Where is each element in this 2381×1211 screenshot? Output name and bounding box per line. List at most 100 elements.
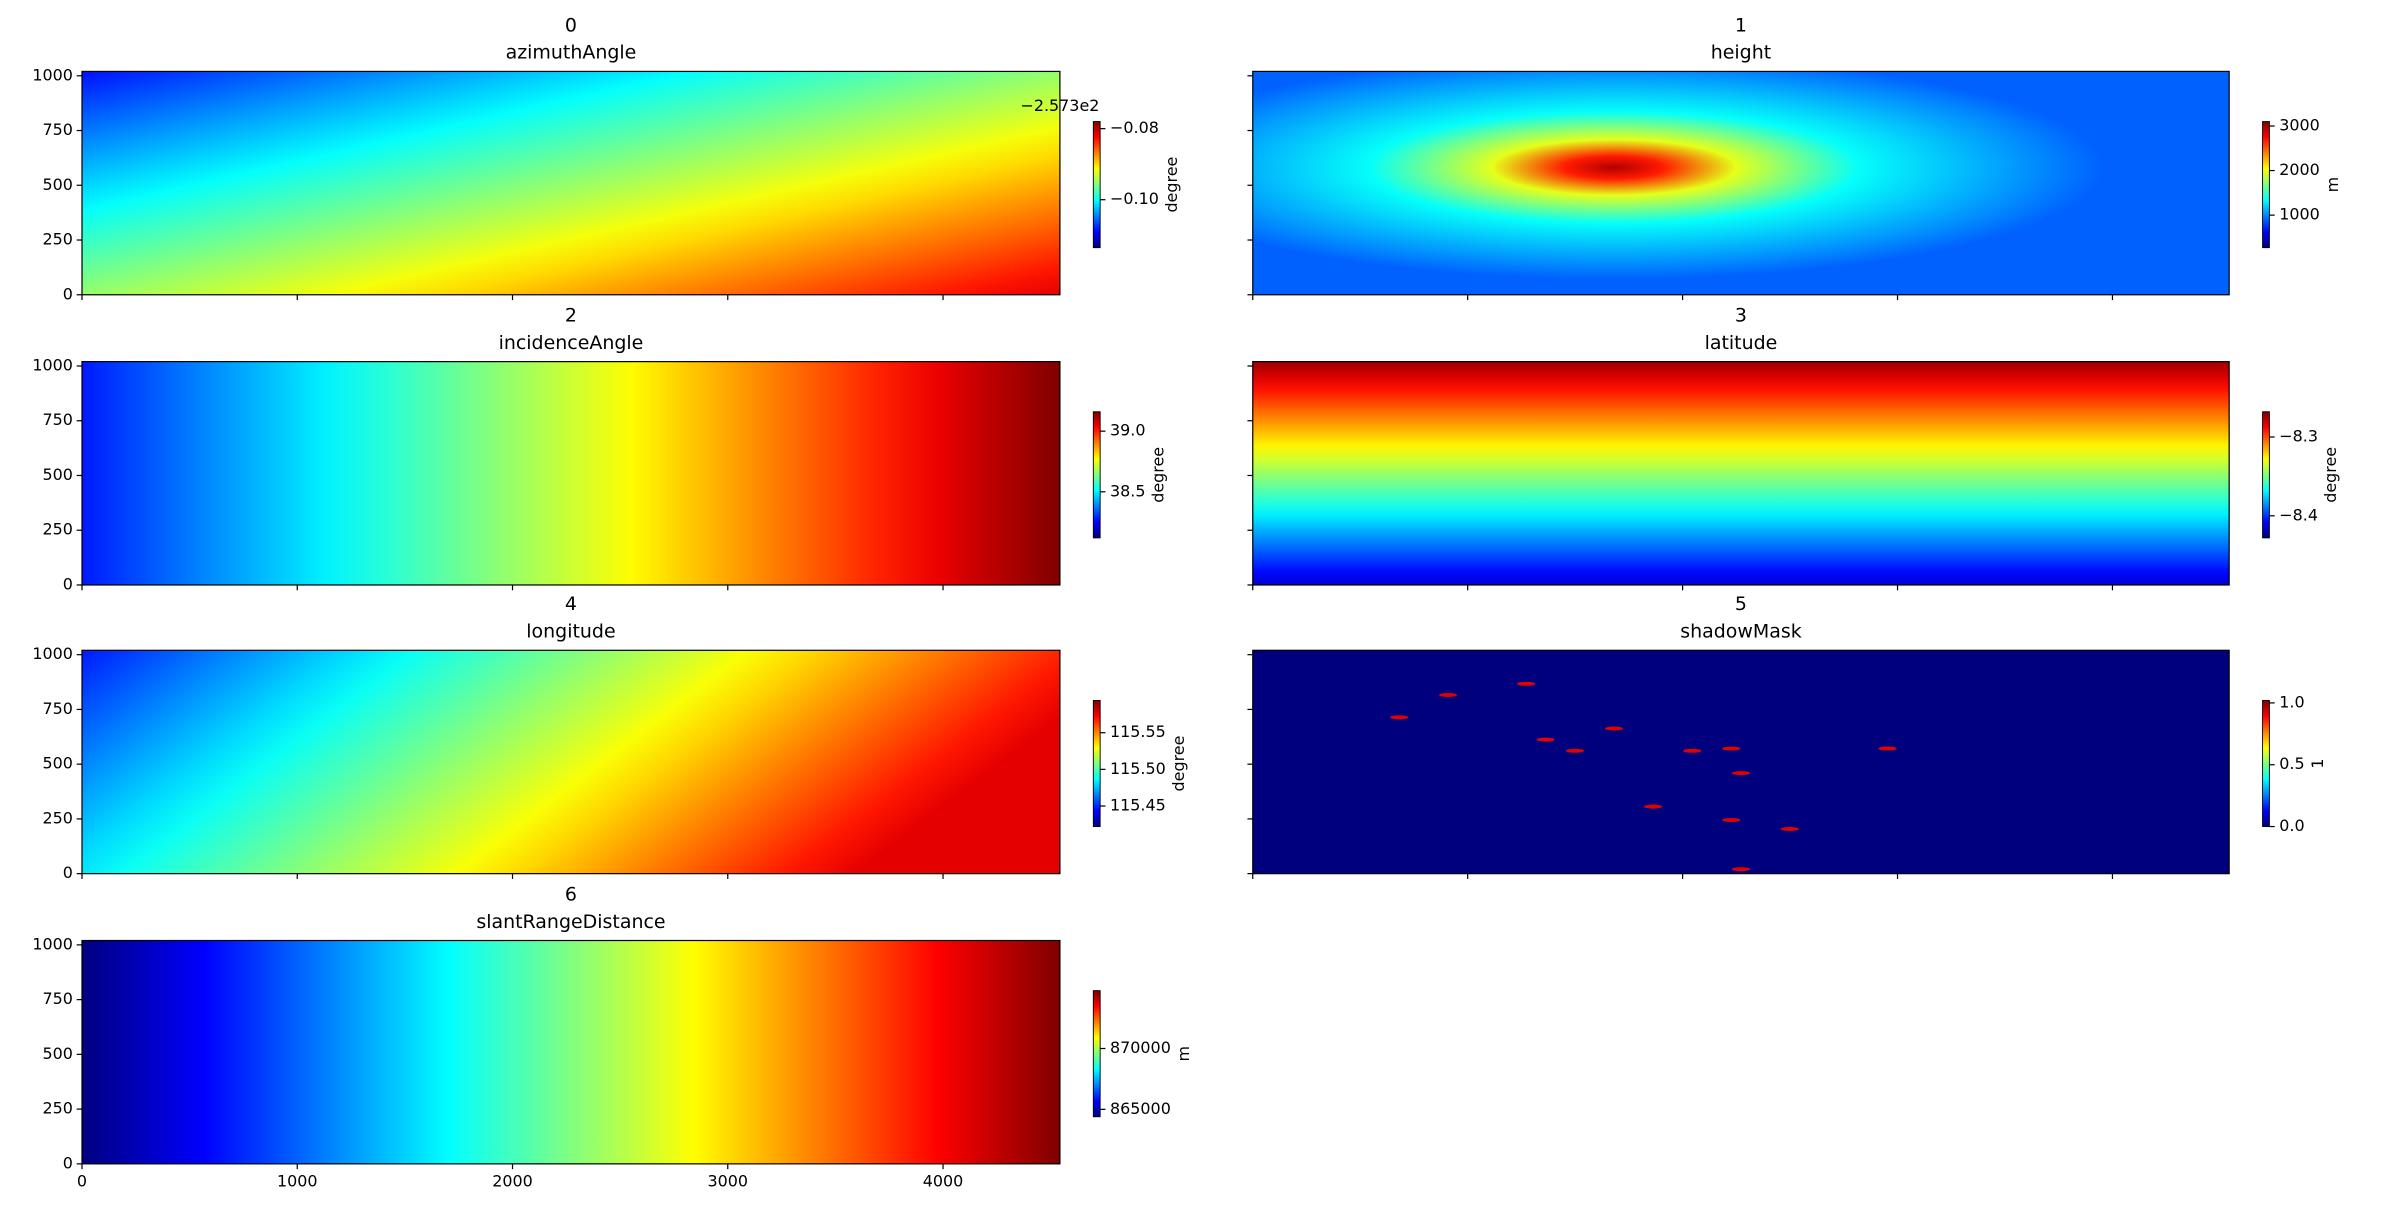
mask-spot (1780, 827, 1799, 831)
colorbar-label: m (1174, 1046, 1193, 1062)
mask-spot (1390, 715, 1409, 720)
mask-spot (1722, 818, 1741, 823)
y-tick-label: 750 (42, 989, 72, 1008)
mask-spot (1438, 692, 1458, 697)
colorbar (1092, 699, 1101, 828)
heatmap (81, 940, 1060, 1164)
colorbar-tick-label: −0.08 (1110, 118, 1159, 137)
panel-title: incidenceAngle (499, 332, 644, 354)
y-tick-label: 750 (42, 120, 72, 139)
colorbar-tick-label: 0.5 (2279, 754, 2304, 773)
mask-spot (1517, 681, 1536, 686)
heatmap (1252, 361, 2230, 585)
panel-index: 5 (1735, 593, 1747, 615)
mask-spot (1722, 746, 1741, 751)
panel-title: longitude (526, 621, 615, 643)
y-tick-label: 1000 (32, 934, 73, 953)
mask-spot (1731, 867, 1751, 872)
axes-frame (81, 70, 1061, 296)
x-tick-label: 4000 (923, 1172, 964, 1191)
x-tick-label: 3000 (707, 1172, 748, 1191)
axes-frame (81, 361, 1061, 586)
panel-title: azimuthAngle (506, 42, 637, 64)
colorbar-tick-label: 115.50 (1110, 759, 1166, 778)
mask-spot (1536, 737, 1555, 742)
y-tick-label: 1000 (32, 644, 73, 663)
panel-index: 0 (565, 14, 577, 36)
colorbar-label: degree (1149, 447, 1168, 503)
heatmap (81, 71, 1060, 295)
colorbar (2262, 699, 2270, 828)
y-tick-label: 250 (42, 808, 72, 827)
colorbar-offset: −2.573e2 (1020, 96, 1099, 115)
colorbar-label: degree (1169, 736, 1188, 792)
colorbar-tick-label: 1000 (2279, 205, 2320, 224)
y-tick-label: 250 (42, 230, 72, 249)
axes-frame (81, 939, 1061, 1165)
x-tick-label: 1000 (277, 1172, 318, 1191)
colorbar-tick-label: 115.45 (1110, 796, 1166, 815)
axes-frame (81, 649, 1061, 875)
mask-spot (1565, 748, 1585, 753)
colorbar-tick-label: −0.10 (1110, 189, 1159, 208)
axes-frame (1252, 70, 2230, 296)
colorbar-tick-label: −8.4 (2279, 505, 2318, 524)
y-tick-label: 0 (63, 284, 73, 303)
heatmap (1252, 650, 2230, 874)
mask-spot (1878, 746, 1897, 751)
mask-spot (1604, 726, 1624, 731)
panel-title: slantRangeDistance (476, 911, 665, 933)
colorbar-tick-label: 0.0 (2279, 816, 2304, 835)
heatmap (1252, 71, 2230, 295)
y-tick-label: 500 (42, 1044, 72, 1063)
y-tick-label: 250 (42, 1099, 72, 1118)
x-tick-label: 0 (77, 1172, 87, 1191)
colorbar (1092, 411, 1101, 539)
y-tick-label: 750 (42, 410, 72, 429)
heatmap (81, 650, 1060, 874)
panel-title: latitude (1705, 332, 1778, 354)
colorbar-tick-label: 865000 (1110, 1099, 1171, 1118)
mask-spot (1683, 748, 1702, 753)
colorbar (2262, 121, 2270, 249)
panel-index: 6 (565, 883, 577, 905)
colorbar-tick-label: 38.5 (1110, 481, 1145, 500)
colorbar-tick-label: 115.55 (1110, 722, 1166, 741)
colorbar-tick-label: 39.0 (1110, 421, 1145, 440)
canvas: 0azimuthAngle02505007501000−0.10−0.08−2.… (32, 14, 2342, 1190)
colorbar-label: 1 (2308, 758, 2327, 768)
y-tick-label: 1000 (32, 65, 73, 84)
y-tick-label: 500 (42, 175, 72, 194)
y-tick-label: 0 (63, 574, 73, 593)
colorbar-label: m (2323, 177, 2342, 193)
colorbar-tick-label: 2000 (2279, 160, 2320, 179)
colorbar-tick-label: 870000 (1110, 1038, 1171, 1057)
axes-frame (1252, 361, 2230, 586)
panel-title: height (1711, 42, 1771, 64)
panel-index: 2 (565, 305, 577, 327)
axes-frame (1252, 649, 2230, 875)
y-tick-label: 0 (63, 1153, 73, 1172)
colorbar-tick-label: −8.3 (2279, 426, 2318, 445)
panel-title: shadowMask (1680, 621, 1802, 643)
y-tick-label: 1000 (32, 355, 73, 374)
y-tick-label: 500 (42, 465, 72, 484)
panel-index: 3 (1735, 305, 1747, 327)
colorbar-label: degree (2321, 447, 2340, 503)
y-tick-label: 0 (63, 863, 73, 882)
y-tick-label: 250 (42, 520, 72, 539)
mask-spot (1643, 804, 1663, 809)
panel-index: 4 (565, 593, 577, 615)
colorbar-label: degree (1162, 157, 1181, 213)
heatmap (81, 361, 1060, 585)
y-tick-label: 500 (42, 754, 72, 773)
colorbar-tick-label: 1.0 (2279, 692, 2304, 711)
colorbar (1092, 990, 1101, 1118)
y-tick-label: 750 (42, 699, 72, 718)
mask-spot (1731, 771, 1751, 776)
colorbar-tick-label: 3000 (2279, 116, 2320, 135)
colorbar (1092, 121, 1101, 249)
panel-index: 1 (1735, 14, 1747, 36)
x-tick-label: 2000 (492, 1172, 533, 1191)
